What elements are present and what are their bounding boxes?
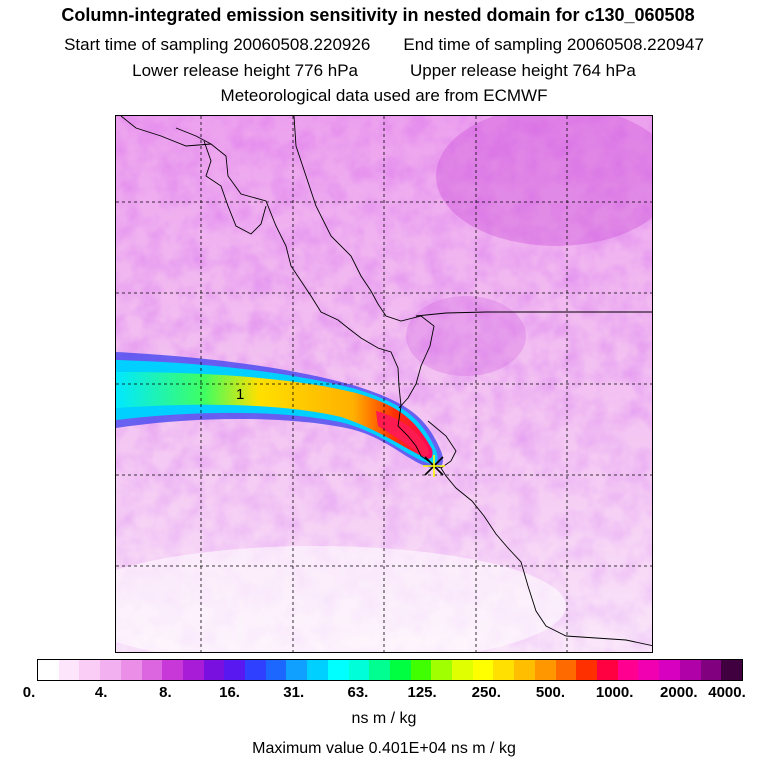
- colorbar-tick-label: 125.: [407, 684, 437, 701]
- colorbar-swatch: [617, 660, 639, 680]
- colorbar-tick-label: 500.: [535, 684, 566, 701]
- colorbar-swatch: [555, 660, 577, 680]
- colorbar-swatch: [58, 660, 80, 680]
- colorbar-swatch: [79, 660, 101, 680]
- colorbar-swatch: [120, 660, 142, 680]
- sampling-time-row: Start time of sampling 20060508.220926 E…: [0, 35, 768, 55]
- colorbar-swatch: [721, 660, 742, 680]
- colorbar-swatch: [100, 660, 121, 680]
- colorbar-swatch: [534, 660, 556, 680]
- colorbar-swatch: [472, 660, 494, 680]
- colorbar-tick-label: 4.: [94, 684, 108, 701]
- met-data-label: Meteorological data used are from ECMWF: [220, 86, 548, 105]
- colorbar-swatch: [700, 660, 722, 680]
- release-height-row: Lower release height 776 hPa Upper relea…: [0, 61, 768, 81]
- colorbar-swatch: [659, 660, 680, 680]
- colorbar-swatch: [431, 660, 453, 680]
- mid-sensitivity-region: [406, 296, 526, 376]
- colorbar-tick-label: 4000.: [708, 684, 746, 701]
- map-svg: 1: [116, 116, 652, 652]
- colorbar-swatch: [493, 660, 515, 680]
- lower-height-label: Lower release height 776 hPa: [132, 61, 359, 80]
- colorbar-swatch: [514, 660, 535, 680]
- colorbar: [37, 659, 743, 681]
- colorbar-swatch: [141, 660, 163, 680]
- colorbar-tick-label: 1000.: [595, 684, 634, 701]
- colorbar-swatch: [596, 660, 618, 680]
- colorbar-swatch: [307, 660, 328, 680]
- low-sensitivity-region: [116, 546, 566, 652]
- high-sensitivity-region: [436, 116, 652, 246]
- colorbar-tick-label: 2000.: [660, 684, 698, 701]
- colorbar-swatch: [286, 660, 308, 680]
- map-panel: 1: [115, 115, 653, 653]
- colorbar-swatch: [182, 660, 204, 680]
- plot-title: Column-integrated emission sensitivity i…: [61, 5, 695, 25]
- colorbar-swatch: [224, 660, 246, 680]
- colorbar-tick-label: 250.: [471, 684, 501, 701]
- colorbar-swatch: [410, 660, 432, 680]
- colorbar-swatch: [203, 660, 225, 680]
- colorbar-swatch: [327, 660, 349, 680]
- release-point-x-icon: [423, 455, 445, 477]
- colorbar-swatch: [638, 660, 660, 680]
- colorbar-units: ns m / kg: [351, 710, 417, 727]
- coastlines: [120, 116, 652, 647]
- colorbar-swatch: [245, 660, 266, 680]
- colorbar-tick-label: 16.: [219, 684, 240, 701]
- colorbar-tick-label: 8.: [159, 684, 172, 701]
- colorbar-swatch: [162, 660, 183, 680]
- colorbar-swatch: [265, 660, 287, 680]
- colorbar-swatch: [679, 660, 701, 680]
- plume-contour-label: 1: [236, 386, 244, 403]
- colorbar-swatch: [348, 660, 370, 680]
- colorbar-tick-label: 0.: [22, 684, 36, 701]
- colorbar-swatch: [389, 660, 411, 680]
- upper-height-label: Upper release height 764 hPa: [409, 61, 636, 80]
- end-time-label: End time of sampling 20060508.220947: [403, 35, 704, 54]
- colorbar-swatch: [38, 660, 59, 680]
- maximum-value-label: Maximum value 0.401E+04 ns m / kg: [252, 740, 516, 757]
- colorbar-tick-label: 63.: [347, 684, 369, 701]
- start-time-label: Start time of sampling 20060508.220926: [64, 35, 371, 54]
- colorbar-swatch: [369, 660, 390, 680]
- colorbar-tick-label: 31.: [283, 684, 305, 701]
- colorbar-swatch: [452, 660, 473, 680]
- colorbar-swatch: [576, 660, 597, 680]
